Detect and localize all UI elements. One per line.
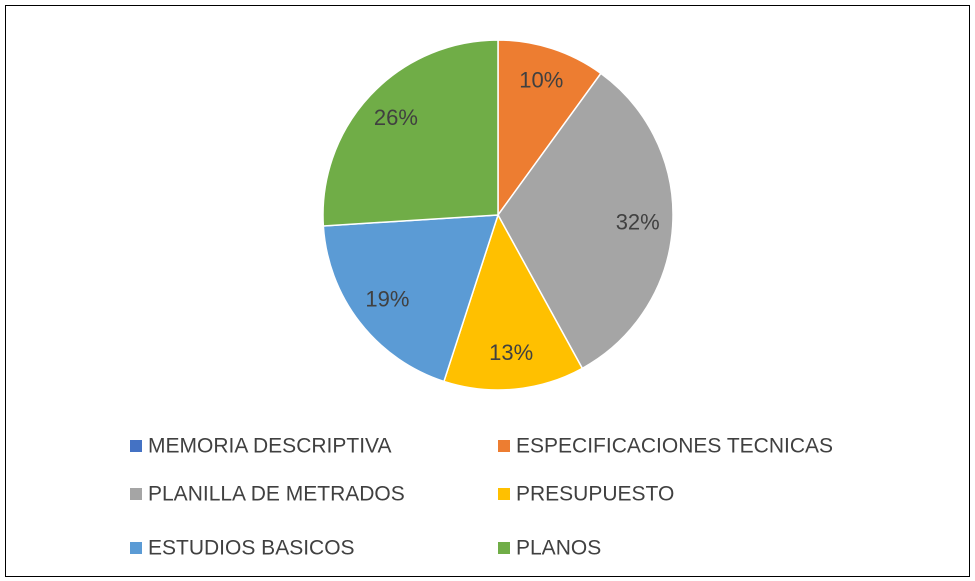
pie-slice	[442, 213, 584, 391]
data-label: 26%	[374, 105, 418, 130]
pie-slice	[497, 72, 674, 370]
legend-label: ESTUDIOS BASICOS	[148, 537, 355, 560]
legend-label: PRESUPUESTO	[516, 483, 674, 506]
legend-swatch	[498, 440, 510, 452]
legend-swatch	[130, 440, 142, 452]
pie-slice	[322, 39, 499, 227]
legend-swatch	[130, 542, 142, 554]
legend-swatch	[498, 542, 510, 554]
legend-label: ESPECIFICACIONES TECNICAS	[516, 435, 833, 458]
legend-label: PLANOS	[516, 537, 601, 560]
legend-label: MEMORIA DESCRIPTIVA	[148, 435, 391, 458]
pie-slice	[322, 214, 500, 383]
data-label: 32%	[616, 210, 660, 235]
legend-label: PLANILLA DE METRADOS	[148, 483, 405, 506]
data-label: 19%	[365, 287, 409, 312]
pie-slice	[497, 39, 602, 218]
legend-swatch	[130, 488, 142, 500]
legend-swatch	[498, 488, 510, 500]
data-label: 13%	[489, 340, 533, 365]
data-label: 10%	[519, 68, 563, 93]
